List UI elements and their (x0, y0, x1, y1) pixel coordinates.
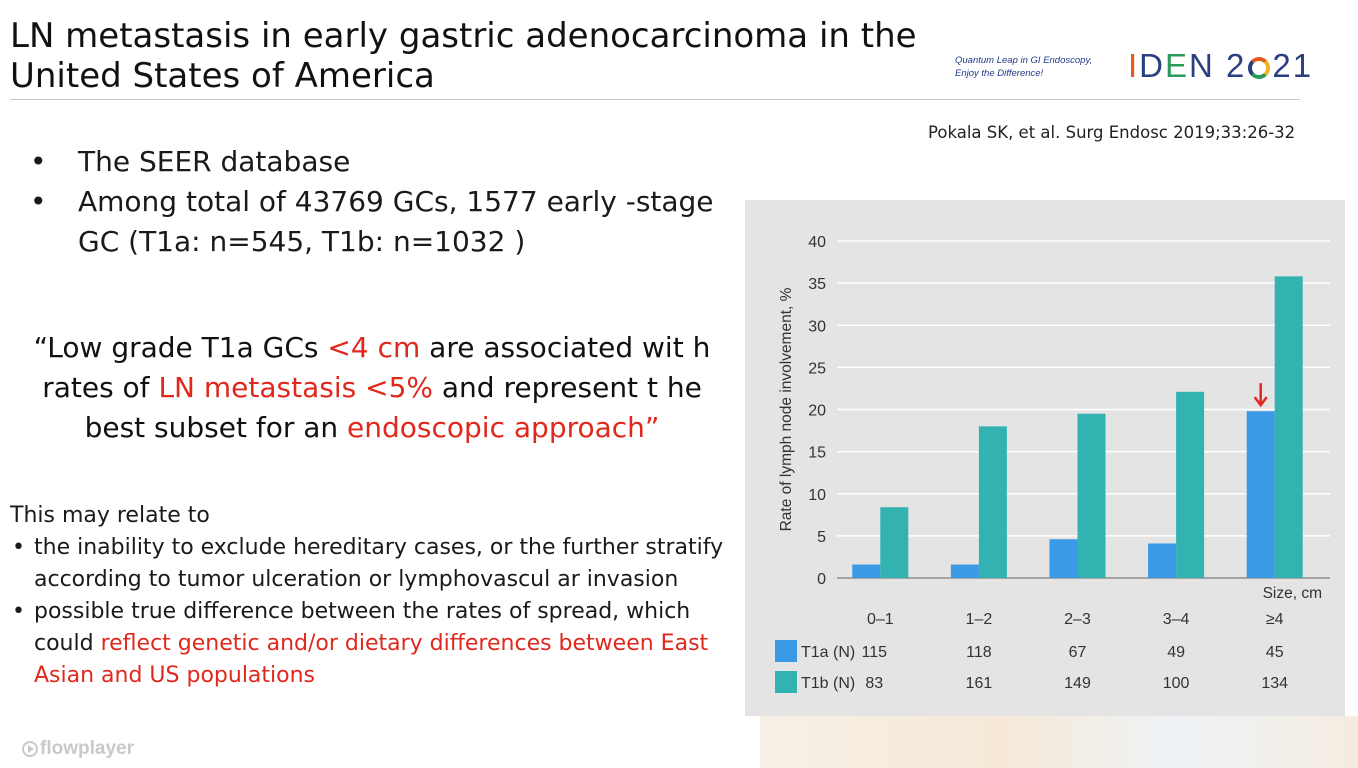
title-line-1: LN metastasis in early gastric adenocarc… (10, 16, 917, 56)
bullet-item: • Among total of 43769 GCs, 1577 early -s… (30, 182, 730, 262)
x-tick-label: ≥4 (1266, 611, 1284, 628)
relate-section: This may relate to • the inability to exc… (10, 500, 740, 692)
quote-highlight: <4 cm (327, 331, 421, 364)
relate-text: the inability to exclude hereditary case… (34, 535, 724, 592)
count-cell: 83 (865, 675, 883, 692)
y-tick-label: 20 (808, 403, 826, 420)
count-cell: 45 (1266, 644, 1284, 661)
bar-t1a (1246, 411, 1275, 578)
bar-t1b (880, 507, 909, 578)
background-decoration (760, 716, 1358, 768)
play-icon (22, 741, 38, 757)
relate-list: • the inability to exclude hereditary cas… (10, 532, 740, 692)
x-tick-label: 1–2 (966, 611, 993, 628)
y-tick-label: 30 (808, 318, 826, 335)
bar-t1a (852, 564, 881, 578)
bar-t1b (1176, 391, 1205, 578)
bullet-text: The SEER database (78, 145, 351, 178)
quote-text: “Low grade T1a GCs (33, 331, 328, 364)
bar-t1a (1049, 539, 1078, 578)
annotation-arrow-icon (1253, 396, 1268, 408)
conference-tagline: Quantum Leap in GI Endoscopy, Enjoy the … (955, 54, 1125, 80)
quote-text: and represent t he best subset for an (84, 371, 702, 444)
legend-swatch (775, 671, 797, 693)
y-tick-label: 5 (817, 529, 826, 546)
legend-label: T1b (N) (801, 675, 855, 692)
bullet-item: • The SEER database (30, 142, 730, 182)
bar-t1a (1148, 543, 1177, 578)
y-tick-label: 35 (808, 276, 826, 293)
bullet-marker: • (12, 535, 25, 560)
y-tick-label: 25 (808, 360, 826, 377)
key-quote: “Low grade T1a GCs <4 cm are associated … (12, 328, 732, 448)
iden-2021-logo: IDEN 2 21 (1128, 46, 1313, 86)
flowplayer-watermark: flowplayer (22, 738, 134, 760)
logo-letter-i: I (1128, 47, 1140, 84)
chart-panel: 0 5 10 15 20 25 30 35 40 Rate of lymph node invol… (745, 200, 1345, 716)
count-cell: 115 (862, 644, 888, 661)
logo-letter-d: D (1139, 47, 1166, 84)
bar-t1b (1274, 276, 1303, 578)
bullet-marker: • (12, 599, 25, 624)
summary-bullets: • The SEER database • Among total of 43769… (30, 142, 730, 262)
logo-ring-icon (1248, 57, 1271, 79)
relate-item: • possible true difference between the ra… (10, 596, 740, 692)
bullet-marker: • (30, 185, 47, 218)
count-cell: 149 (1064, 675, 1091, 692)
y-tick-label: 0 (817, 571, 826, 588)
y-tick-label: 40 (808, 234, 826, 251)
bullet-text: Among total of 43769 GCs, 1577 early -st… (78, 185, 714, 258)
count-cell: 49 (1167, 644, 1185, 661)
x-tick-label: 2–3 (1064, 611, 1091, 628)
legend-swatch (775, 640, 797, 662)
bar-t1b (978, 426, 1007, 578)
title-line-2: United States of America (10, 56, 435, 96)
logo-year-end: 21 (1272, 47, 1314, 84)
bar-t1a (950, 564, 979, 578)
y-tick-label: 10 (808, 487, 826, 504)
lymph-node-bar-chart: 0 5 10 15 20 25 30 35 40 Rate of lymph node invol… (775, 234, 1330, 693)
count-cell: 118 (966, 644, 992, 661)
relate-item: • the inability to exclude hereditary cas… (10, 532, 740, 596)
bar-t1b (1077, 413, 1106, 578)
count-cell: 161 (966, 675, 993, 692)
count-cell: 134 (1261, 675, 1288, 692)
logo-letter-n: N (1189, 47, 1215, 84)
bullet-marker: • (30, 145, 47, 178)
logo-year-start: 2 (1226, 47, 1247, 84)
x-axis-label: Size, cm (1263, 585, 1322, 602)
count-cell: 67 (1069, 644, 1087, 661)
legend-label: T1a (N) (801, 644, 855, 661)
title-divider (10, 99, 1300, 100)
slide-title: LN metastasis in early gastric adenocarc… (10, 16, 970, 96)
x-tick-label: 0–1 (867, 611, 894, 628)
citation: Pokala SK, et al. Surg Endosc 2019;33:26… (928, 123, 1296, 142)
quote-highlight: LN metastasis <5% (158, 371, 433, 404)
y-tick-label: 15 (808, 445, 826, 462)
y-axis-label: Rate of lymph node involvement, % (778, 287, 795, 531)
quote-text: are associated wit h rates of (42, 331, 711, 404)
count-cell: 100 (1163, 675, 1190, 692)
relate-heading: This may relate to (10, 503, 210, 528)
logo-letter-e: E (1165, 47, 1190, 84)
x-tick-label: 3–4 (1163, 611, 1190, 628)
tagline-line-1: Quantum Leap in GI Endoscopy, (955, 55, 1093, 66)
quote-highlight: endoscopic approach” (347, 411, 660, 444)
tagline-line-2: Enjoy the Difference! (955, 68, 1044, 79)
relate-highlight: reflect genetic and/or dietary differenc… (34, 631, 709, 688)
relate-text: possible true difference between the rat… (34, 599, 691, 656)
player-label: flowplayer (40, 738, 134, 759)
